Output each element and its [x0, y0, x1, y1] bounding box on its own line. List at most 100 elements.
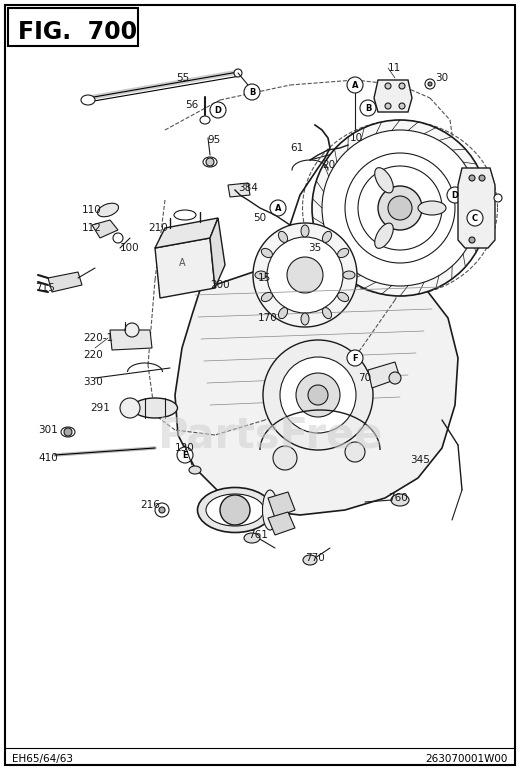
Polygon shape [268, 512, 295, 535]
Circle shape [125, 323, 139, 337]
Text: E: E [182, 450, 188, 460]
Polygon shape [48, 272, 82, 292]
Circle shape [113, 233, 123, 243]
Circle shape [388, 196, 412, 220]
Text: 110: 110 [82, 205, 102, 215]
Ellipse shape [301, 225, 309, 237]
Ellipse shape [255, 271, 267, 279]
Text: B: B [249, 88, 255, 96]
Circle shape [399, 83, 405, 89]
Polygon shape [268, 492, 295, 518]
Circle shape [358, 166, 442, 250]
Circle shape [177, 447, 193, 463]
Ellipse shape [174, 210, 196, 220]
Ellipse shape [200, 116, 210, 124]
Circle shape [308, 385, 328, 405]
Text: 30: 30 [435, 73, 448, 83]
Circle shape [347, 77, 363, 93]
Ellipse shape [263, 490, 278, 530]
Circle shape [469, 237, 475, 243]
Polygon shape [228, 183, 250, 197]
Polygon shape [155, 238, 215, 298]
Circle shape [234, 69, 242, 77]
Text: B: B [365, 103, 371, 112]
Text: 410: 410 [38, 453, 58, 463]
Ellipse shape [322, 231, 332, 243]
Text: PartsFree: PartsFree [157, 414, 383, 456]
Circle shape [347, 350, 363, 366]
Circle shape [263, 340, 373, 450]
Text: 220-1: 220-1 [83, 333, 113, 343]
Circle shape [467, 210, 483, 226]
Circle shape [447, 187, 463, 203]
Text: 220: 220 [83, 350, 103, 360]
Polygon shape [458, 168, 495, 248]
Circle shape [155, 503, 169, 517]
Text: 216: 216 [140, 500, 160, 510]
Ellipse shape [343, 271, 355, 279]
Circle shape [270, 200, 286, 216]
Ellipse shape [322, 307, 332, 319]
Text: 330: 330 [83, 377, 103, 387]
Text: A: A [179, 258, 185, 268]
Text: A: A [352, 81, 358, 89]
Circle shape [220, 495, 250, 525]
Ellipse shape [303, 555, 317, 565]
Circle shape [267, 237, 343, 313]
Text: 55: 55 [176, 73, 189, 83]
Text: A: A [275, 203, 281, 213]
Ellipse shape [133, 398, 177, 418]
Ellipse shape [206, 494, 264, 526]
Text: D: D [451, 190, 459, 199]
Circle shape [469, 175, 475, 181]
Ellipse shape [337, 293, 349, 302]
Text: 61: 61 [290, 143, 303, 153]
Circle shape [399, 103, 405, 109]
Ellipse shape [301, 313, 309, 325]
Ellipse shape [375, 223, 393, 249]
Ellipse shape [244, 533, 260, 543]
Circle shape [280, 357, 356, 433]
Text: 210: 210 [148, 223, 168, 233]
Polygon shape [92, 220, 118, 238]
Polygon shape [155, 218, 218, 248]
Ellipse shape [391, 494, 409, 506]
Ellipse shape [198, 487, 272, 533]
Ellipse shape [337, 249, 349, 258]
Text: 10: 10 [350, 133, 363, 143]
Ellipse shape [97, 203, 119, 217]
Polygon shape [368, 362, 400, 388]
Text: 291: 291 [90, 403, 110, 413]
Circle shape [425, 79, 435, 89]
Circle shape [210, 102, 226, 118]
Bar [8, 8, 138, 46]
Ellipse shape [189, 466, 201, 474]
Ellipse shape [81, 95, 95, 105]
Ellipse shape [262, 249, 272, 258]
Text: 384: 384 [238, 183, 258, 193]
Text: 301: 301 [38, 425, 58, 435]
Circle shape [296, 373, 340, 417]
Polygon shape [110, 330, 152, 350]
Circle shape [428, 82, 432, 86]
Circle shape [312, 120, 488, 296]
Ellipse shape [278, 307, 288, 319]
Text: 35: 35 [308, 243, 321, 253]
Text: 56: 56 [185, 100, 198, 110]
Circle shape [345, 442, 365, 462]
Text: 770: 770 [305, 553, 325, 563]
Ellipse shape [418, 201, 446, 215]
Circle shape [159, 507, 165, 513]
Circle shape [322, 130, 478, 286]
Text: 345: 345 [410, 455, 430, 465]
Text: C: C [472, 213, 478, 223]
Text: 761: 761 [248, 530, 268, 540]
Text: 95: 95 [207, 135, 220, 145]
Text: 100: 100 [120, 243, 140, 253]
Circle shape [64, 428, 72, 436]
Circle shape [389, 372, 401, 384]
Ellipse shape [262, 293, 272, 302]
Text: 263070001W00: 263070001W00 [426, 754, 508, 764]
Circle shape [385, 83, 391, 89]
Ellipse shape [375, 168, 393, 193]
